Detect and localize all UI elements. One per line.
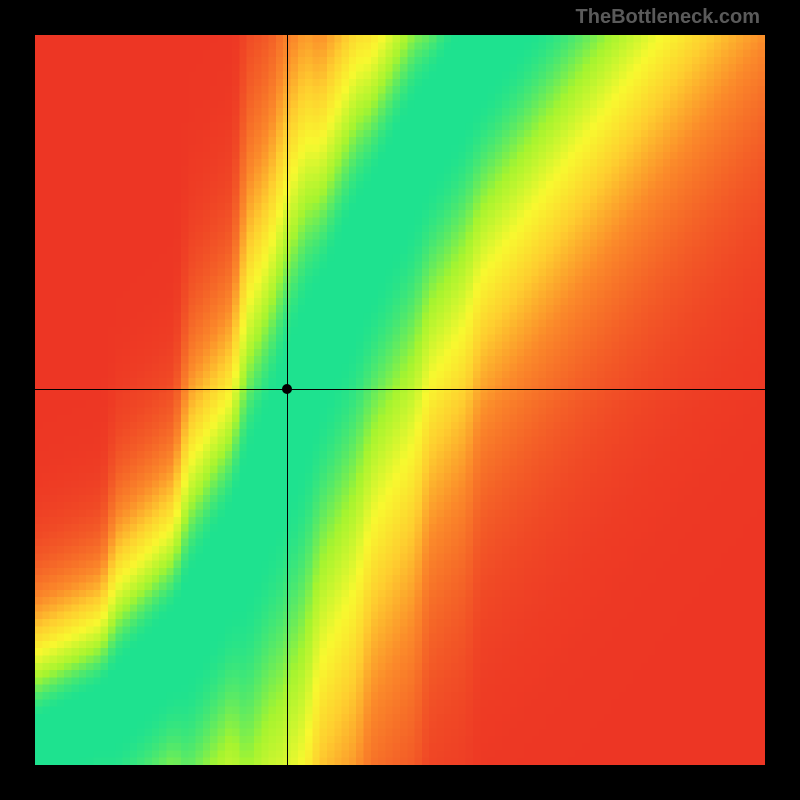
heatmap-canvas	[35, 35, 765, 765]
crosshair-vertical	[287, 35, 288, 765]
watermark-text: TheBottleneck.com	[576, 6, 760, 29]
data-point-marker	[282, 384, 292, 394]
crosshair-horizontal	[35, 389, 765, 390]
plot-area	[35, 35, 765, 765]
